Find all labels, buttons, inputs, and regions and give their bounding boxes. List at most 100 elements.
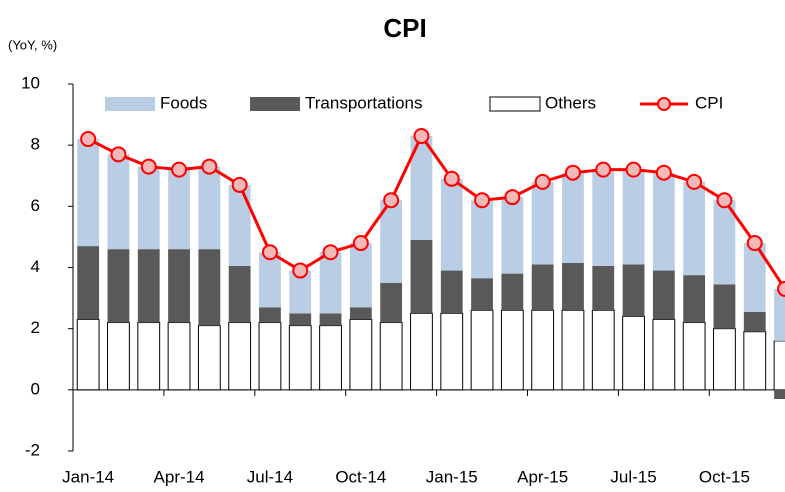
bar-segment [682,322,706,391]
bar-segment [168,169,190,250]
bar-segment [743,331,767,391]
line-marker [322,244,339,261]
bar-segment [77,139,100,247]
x-tick-label: Apr-14 [154,467,205,486]
bar-segment [622,264,645,317]
bar-segment [259,252,281,308]
line-marker [564,164,581,181]
legend-label: CPI [695,93,723,112]
line-marker [171,161,188,178]
bar-segment [77,246,100,320]
line-marker [504,189,521,206]
bar-segment [652,318,676,391]
bar-segment [531,181,554,265]
bar-segment [774,389,785,400]
line-marker [80,131,97,148]
y-tick-label: 0 [31,379,40,398]
bar-segment [591,309,615,391]
x-tick-label: Jan-15 [426,467,478,486]
bar-segment [592,265,615,311]
bar-segment [410,312,433,391]
bar-segment [319,313,342,326]
bar-segment [289,313,312,326]
bar-segment [622,315,645,391]
bar-segment [622,169,645,265]
bar-segment [470,309,494,391]
bar-segment [683,181,706,276]
legend-marker [657,97,671,111]
line-marker [655,164,672,181]
bar-segment [168,249,190,323]
line-marker [625,161,642,178]
bar-segment [440,270,463,314]
legend-swatch [250,97,300,111]
bar-segment [531,309,555,391]
line-marker [383,192,400,209]
bar-segment [228,184,251,266]
line-marker [413,127,430,144]
bar-segment [319,325,342,391]
chart-title: CPI [383,13,426,43]
bar-segment [288,325,312,391]
bar-segment [137,322,161,391]
line-marker [686,173,703,190]
bar-segment [289,270,312,314]
line-marker [261,244,278,261]
y-tick-label: 10 [21,73,40,92]
bar-segment [652,270,675,320]
bar-segment [592,169,615,266]
bar-segment [107,322,130,391]
bar-segment [197,325,221,391]
bar-segment [440,312,464,391]
line-marker [534,173,551,190]
bar-segment [167,322,191,391]
bar-segment [198,166,221,250]
y-tick-label: -2 [25,440,40,459]
bar-segment [713,200,736,285]
legend-swatch [489,96,541,112]
bar-segment [380,200,403,283]
line-marker [443,170,460,187]
line-marker [595,161,612,178]
bar-segment [319,252,342,314]
line-marker [716,192,733,209]
line-marker [231,176,248,193]
bar-segment [471,278,493,311]
bar-segment [713,328,736,391]
legend-label: Foods [160,93,207,112]
bar-segment [501,197,524,274]
bar-segment [259,307,281,323]
bar-segment [562,172,584,263]
line-marker [777,280,785,297]
bar-segment [652,172,675,271]
bar-segment [380,282,403,323]
bar-segment [228,265,251,323]
bar-segment [500,309,524,391]
bar-segment [410,239,433,314]
y-tick-label: 2 [31,318,40,337]
line-marker [746,235,763,252]
bar-segment [410,135,433,240]
x-tick-label: Oct-15 [699,467,750,486]
bar-segment [531,264,554,311]
bar-segment [471,200,493,279]
line-marker [474,192,491,209]
bar-segment [501,273,524,311]
bar-segment [743,311,766,332]
bar-segment [561,309,585,391]
line-marker [140,158,157,175]
bar-segment [440,178,463,271]
y-tick-label: 8 [31,135,40,154]
bar-segment [683,275,706,323]
x-tick-label: Apr-15 [517,467,568,486]
bar-segment [743,243,766,312]
bar-segment [379,322,403,391]
bar-segment [349,243,372,308]
bar-segment [76,318,100,391]
y-tick-label: 4 [31,257,40,276]
bar-segment [349,318,373,391]
bar-segment [228,322,252,391]
x-tick-label: Jan-14 [62,467,114,486]
x-tick-label: Jul-15 [610,467,656,486]
